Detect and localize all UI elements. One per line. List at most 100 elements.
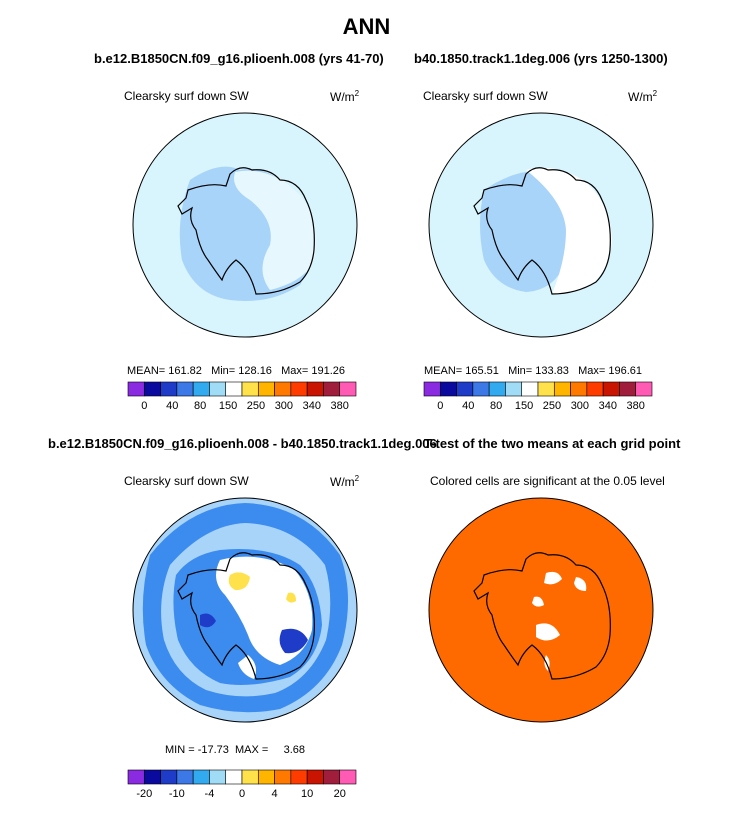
panel1-colorbar-swatch — [339, 381, 357, 397]
panel1-variable: Clearsky surf down SW — [124, 89, 249, 103]
panel3-colorbar-swatch — [323, 769, 341, 785]
panel2-colorbar-tick-label: 300 — [571, 400, 589, 412]
panel4-white-patch-c — [532, 596, 544, 607]
panel1-colorbar-swatch — [192, 381, 210, 397]
panel3-colorbar-swatch — [290, 769, 308, 785]
panel2-colorbar-swatch — [456, 381, 474, 397]
panel1-colorbar-tick-label: 300 — [275, 400, 293, 412]
panel4-significance-field — [428, 497, 654, 723]
panel2-colorbar-swatch — [488, 381, 506, 397]
panel1-colorbar-swatch — [241, 381, 259, 397]
panel3-colorbar-tick-label: -10 — [169, 788, 185, 800]
panel2-interior-band — [480, 171, 573, 292]
panel3-units: W/m2 — [330, 474, 360, 489]
panel3-dark-b — [200, 613, 216, 628]
panel1-units: W/m2 — [330, 89, 360, 104]
panel1-colorbar-tick-label: 80 — [194, 400, 206, 412]
panel1-colorbar-swatch — [176, 381, 194, 397]
panel2-colorbar-swatch — [586, 381, 604, 397]
panel4-white-patch-a — [544, 571, 562, 585]
panel2-colorbar-swatch — [505, 381, 523, 397]
panel3-colorbar-swatch — [257, 769, 275, 785]
panel4-white-patch-b — [574, 577, 587, 591]
panel3-colorbar-swatch — [241, 769, 259, 785]
panel1-colorbar-swatch — [323, 381, 341, 397]
panel1-colorbar-swatch — [143, 381, 161, 397]
panel1-colorbar-tick-label: 0 — [141, 400, 147, 412]
right-case-title: b40.1850.track1.1deg.006 (yrs 1250-1300) — [414, 51, 668, 66]
panel4-caption: Colored cells are significant at the 0.0… — [430, 474, 665, 488]
panel4-coastline — [473, 552, 611, 680]
panel3-yellow-b — [286, 592, 296, 603]
panel2-colorbar-tick-label: 250 — [543, 400, 561, 412]
panel2-coastline — [473, 167, 611, 295]
panel3-colorbar-tick-label: 20 — [334, 788, 346, 800]
panel3-variable: Clearsky surf down SW — [124, 474, 249, 488]
panel2-map — [428, 112, 654, 338]
panel1-colorbar-swatch — [290, 381, 308, 397]
panel2-colorbar-tick-label: 40 — [462, 400, 474, 412]
figure-title: ANN — [342, 14, 391, 39]
panel1-colorbar-tick-label: 380 — [331, 400, 349, 412]
panel3-colorbar-tick-label: 4 — [272, 788, 278, 800]
panel2-colorbar-swatch — [439, 381, 457, 397]
panel2-colorbar-tick-label: 150 — [515, 400, 533, 412]
panel1-colorbar-tick-label: 250 — [247, 400, 265, 412]
panel3-colorbar: -20 -10 -4 0 4 10 20 — [127, 769, 357, 800]
panel1-colorbar-tick-label: 150 — [219, 400, 237, 412]
panel3-colorbar-swatch — [176, 769, 194, 785]
panel1-colorbar-swatch — [127, 381, 145, 397]
ttest-title: T-test of the two means at each grid poi… — [424, 436, 681, 451]
panel3-colorbar-swatch — [192, 769, 210, 785]
panel1-colorbar-swatch — [209, 381, 227, 397]
panel2-variable: Clearsky surf down SW — [423, 89, 548, 103]
diff-case-title: b.e12.B1850CN.f09_g16.plioenh.008 - b40.… — [48, 436, 437, 451]
panel2-units: W/m2 — [628, 89, 658, 104]
panel1-colorbar-swatch — [257, 381, 275, 397]
panel3-yellow-a — [228, 572, 250, 591]
left-case-title: b.e12.B1850CN.f09_g16.plioenh.008 (yrs 4… — [94, 51, 384, 66]
panel2-colorbar-swatch — [602, 381, 620, 397]
panel3-colorbar-tick-label: -4 — [205, 788, 215, 800]
panel2-colorbar-swatch — [570, 381, 588, 397]
panel3-colorbar-tick-label: -20 — [136, 788, 152, 800]
panel2-colorbar-tick-label: 340 — [599, 400, 617, 412]
panel3-colorbar-swatch — [209, 769, 227, 785]
panel2-colorbar-tick-label: 380 — [627, 400, 645, 412]
panel2-colorbar-swatch — [553, 381, 571, 397]
panel2-colorbar: 0 40 80 150 250 300 340 380 — [423, 381, 653, 412]
panel3-stats: MIN = -17.73 MAX = 3.68 — [165, 744, 306, 756]
panel2-colorbar-swatch — [423, 381, 441, 397]
panel2-colorbar-swatch — [635, 381, 653, 397]
panel1-colorbar-tick-label: 40 — [166, 400, 178, 412]
panel3-colorbar-swatch — [143, 769, 161, 785]
panel2-colorbar-swatch — [472, 381, 490, 397]
panel1-colorbar-tick-label: 340 — [303, 400, 321, 412]
panel1-plateau — [234, 170, 316, 290]
panel3-colorbar-swatch — [127, 769, 145, 785]
panel1-coastline — [177, 167, 315, 295]
panel2-stats: MEAN= 165.51 Min= 133.83 Max= 196.61 — [424, 365, 642, 377]
panel1-map — [132, 112, 358, 338]
panel1-colorbar: 0 40 80 150 250 300 340 380 — [127, 381, 357, 412]
panel3-colorbar-swatch — [274, 769, 292, 785]
panel3-colorbar-swatch — [225, 769, 243, 785]
panel3-colorbar-swatch — [339, 769, 357, 785]
panel2-colorbar-tick-label: 80 — [490, 400, 502, 412]
panel4-map — [428, 497, 654, 723]
panel3-dark-a — [279, 628, 308, 654]
panel2-colorbar-swatch — [619, 381, 637, 397]
panel2-plateau — [526, 167, 612, 294]
panel3-light-coast — [238, 655, 256, 679]
panel1-colorbar-swatch — [225, 381, 243, 397]
panel3-colorbar-tick-label: 0 — [239, 788, 245, 800]
panel2-colorbar-swatch — [521, 381, 539, 397]
panel3-colorbar-swatch — [160, 769, 178, 785]
panel1-colorbar-swatch — [306, 381, 324, 397]
panel4-white-patch-d — [536, 623, 560, 641]
panel1-colorbar-swatch — [274, 381, 292, 397]
panel2-colorbar-swatch — [537, 381, 555, 397]
panel3-colorbar-swatch — [306, 769, 324, 785]
panel1-colorbar-swatch — [160, 381, 178, 397]
panel2-colorbar-tick-label: 0 — [437, 400, 443, 412]
